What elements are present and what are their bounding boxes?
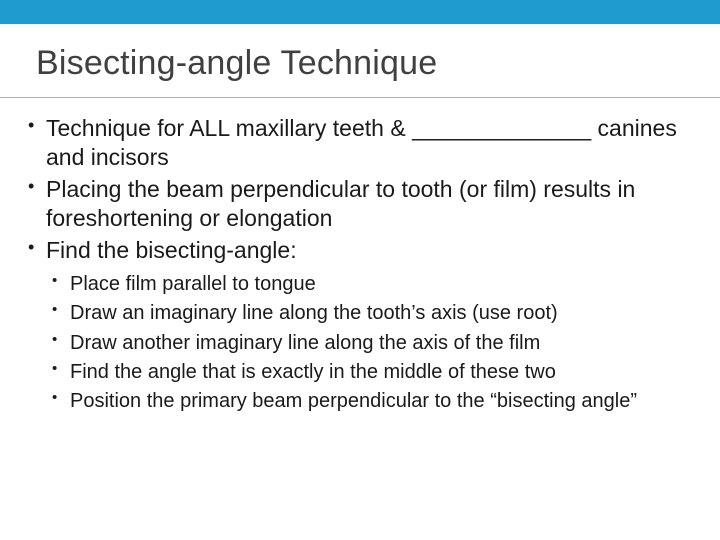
sub-bullet-list: Place film parallel to tongue Draw an im… — [24, 271, 692, 415]
list-item: Technique for ALL maxillary teeth & ____… — [24, 114, 692, 173]
list-item: Find the angle that is exactly in the mi… — [48, 359, 692, 386]
list-item: Draw an imaginary line along the tooth’s… — [48, 300, 692, 327]
list-item: Position the primary beam perpendicular … — [48, 388, 692, 415]
list-item: Placing the beam perpendicular to tooth … — [24, 175, 692, 234]
slide-content: Technique for ALL maxillary teeth & ____… — [0, 106, 720, 415]
page-title: Bisecting-angle Technique — [36, 44, 720, 83]
list-item: Draw another imaginary line along the ax… — [48, 330, 692, 357]
top-accent-bar — [0, 0, 720, 24]
slide-title-region: Bisecting-angle Technique — [0, 24, 720, 98]
list-item: Find the bisecting-angle: — [24, 236, 692, 265]
list-item: Place film parallel to tongue — [48, 271, 692, 298]
main-bullet-list: Technique for ALL maxillary teeth & ____… — [24, 114, 692, 265]
